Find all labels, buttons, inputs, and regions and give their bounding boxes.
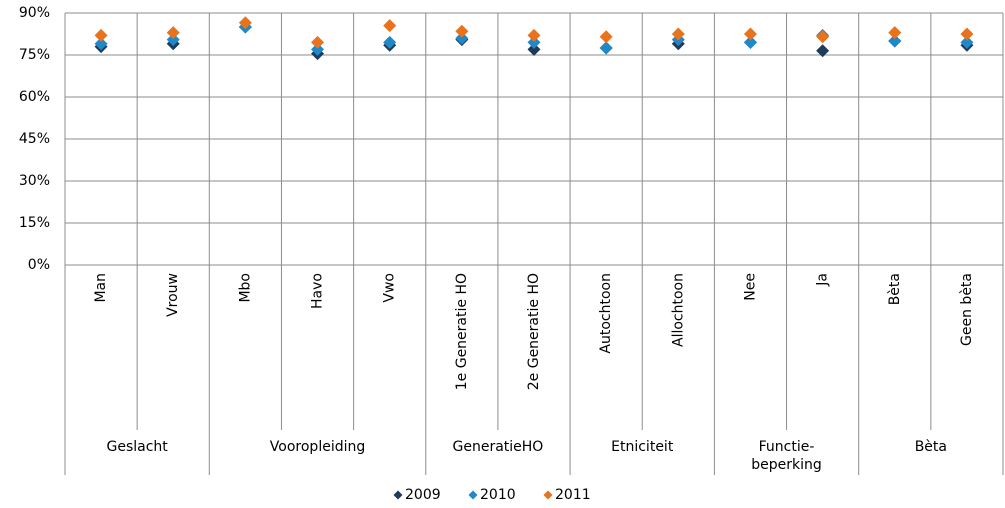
x-tick-label: Vwo [382,273,398,303]
marker [960,27,974,41]
group-label: Geslacht [107,439,169,455]
legend-marker [543,490,553,500]
x-tick-label: Autochtoon [598,273,614,354]
marker [527,35,541,49]
x-tick-label: 1e Generatie HO [454,273,470,390]
marker [383,35,397,49]
group-label: GeneratieHO [453,439,544,455]
marker [455,24,469,38]
x-tick-label: Allochtoon [670,273,686,347]
legend-label: 2011 [555,487,591,503]
x-tick-label: Geen bèta [959,273,975,346]
group-label: Etniciteit [611,439,674,455]
x-tick-label: Man [93,273,109,303]
x-tick-label: 2e Generatie HO [526,273,542,390]
marker [166,26,180,40]
x-tick-label: Havo [310,273,326,309]
marker [383,19,397,33]
marker [527,28,541,42]
y-tick-label: 90% [19,5,50,21]
marker [671,27,685,41]
marker [816,44,830,58]
y-tick-label: 75% [19,47,50,63]
marker [816,30,830,44]
marker [888,34,902,48]
legend-label: 2010 [480,487,516,503]
group-label: Bèta [915,439,947,455]
marker [743,27,757,41]
x-tick-label: Vrouw [165,273,181,317]
legend-marker [468,490,478,500]
y-tick-label: 30% [19,173,50,189]
marker [311,35,325,49]
marker [166,33,180,47]
marker [960,35,974,49]
marker [94,37,108,51]
marker [888,26,902,40]
marker [599,41,613,55]
x-tick-label: Bèta [887,273,903,305]
marker [743,35,757,49]
group-label: Vooropleiding [270,439,365,455]
y-tick-label: 0% [28,257,50,273]
marker [311,42,325,56]
legend-label: 2009 [405,487,441,503]
y-tick-label: 15% [19,215,50,231]
legend-marker [393,490,403,500]
marker [455,31,469,45]
x-tick-label: Ja [815,273,831,287]
x-tick-label: Mbo [237,273,253,303]
y-tick-label: 60% [19,89,50,105]
marker [238,16,252,30]
group-label: Functie-beperking [751,439,822,473]
marker [94,28,108,42]
x-tick-label: Nee [742,273,758,301]
marker [599,30,613,44]
marker [527,42,541,56]
y-tick-label: 45% [19,131,50,147]
